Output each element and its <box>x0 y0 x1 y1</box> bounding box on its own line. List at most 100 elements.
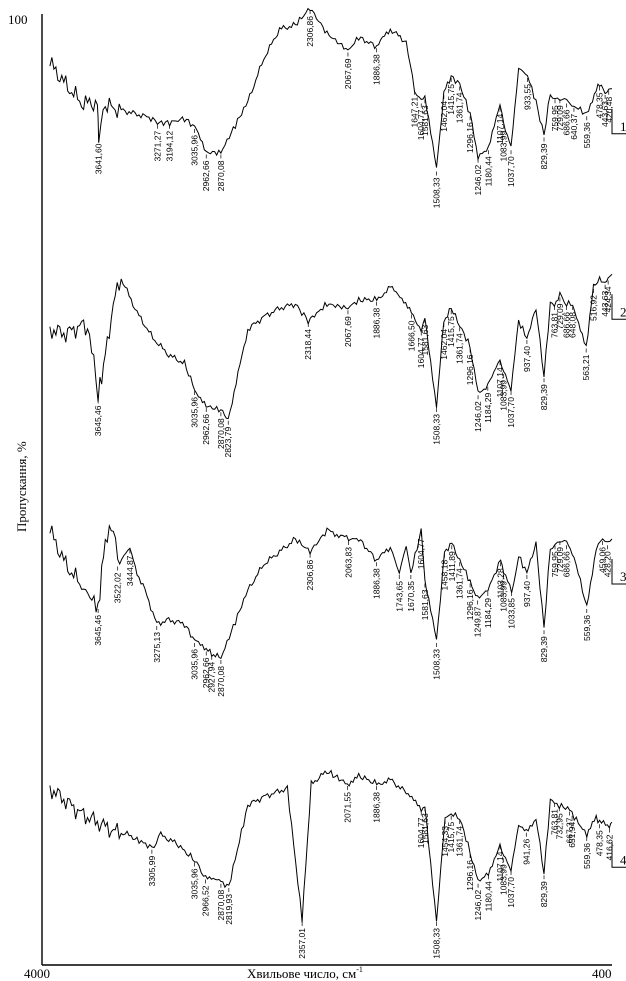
peak-label: 3035,96 <box>190 868 200 899</box>
peak-label: 829,39 <box>539 384 549 410</box>
peak-label: 1296,16 <box>465 354 475 385</box>
peak-label: 420,48 <box>604 97 614 123</box>
peak-label: 2071,55 <box>342 792 352 823</box>
spectrum-3-line <box>49 523 613 660</box>
spectrum-4-line <box>49 769 613 923</box>
peak-label: 1037,70 <box>506 877 516 908</box>
peak-label: 2962,66 <box>201 160 211 191</box>
peak-label: 3035,96 <box>190 135 200 166</box>
peak-label: 416,62 <box>604 834 614 860</box>
peak-label: 2966,52 <box>201 885 211 916</box>
peak-label: 2962,66 <box>201 657 211 688</box>
peak-label: 1886,38 <box>372 308 382 339</box>
peak-label: 937,40 <box>522 346 532 372</box>
peak-label: 1508,33 <box>432 649 442 680</box>
peak-label: 1743,65 <box>394 581 404 612</box>
peak-label: 2306,86 <box>305 16 315 47</box>
peak-label: 2870,08 <box>216 666 226 697</box>
peak-label: 1670,35 <box>406 581 416 612</box>
peak-label: 640,37 <box>569 114 579 140</box>
series-1-label: 1 <box>620 119 626 134</box>
spectrum-2-line <box>49 273 613 420</box>
peak-label: 2870,08 <box>216 418 226 449</box>
peak-label: 2819,93 <box>224 894 234 925</box>
x-axis-title-superscript: -1 <box>356 965 363 974</box>
series-4-bracket <box>611 842 626 868</box>
peak-label: 559,36 <box>582 615 592 641</box>
peak-label: 1886,38 <box>372 54 382 85</box>
peak-label: 1604,77 <box>416 109 426 140</box>
peak-label: 1107,14 <box>495 367 505 397</box>
peak-label: 763,81 <box>549 809 559 835</box>
peak-label: 1581,63 <box>420 589 430 620</box>
peak-label: 648,08 <box>568 312 578 338</box>
peak-label: 428,20 <box>603 551 613 577</box>
peak-label: 1184,29 <box>483 598 493 628</box>
peak-label: 3035,96 <box>190 649 200 680</box>
peak-label: 729,09 <box>555 303 565 329</box>
peak-label: 1581,63 <box>420 813 430 844</box>
peak-label: 1462,04 <box>439 101 449 132</box>
peak-label: 1180,44 <box>483 881 493 911</box>
peak-label: 941,26 <box>521 839 531 865</box>
peak-label: 1411,89 <box>447 551 457 581</box>
peak-label: 2927,94 <box>207 662 217 693</box>
peak-label: 2357,01 <box>297 928 307 959</box>
peak-label: 478,35 <box>595 830 605 856</box>
peak-label: 1462,04 <box>439 329 449 360</box>
peak-label: 1246,02 <box>473 165 483 196</box>
peak-label: 1604,77 <box>416 538 426 569</box>
peak-label: 1246,02 <box>473 401 483 432</box>
peak-label: 1604,77 <box>416 817 426 848</box>
series-2-label: 2 <box>620 304 626 319</box>
peak-label: 829,39 <box>539 636 549 662</box>
peak-label: 1508,33 <box>432 928 442 959</box>
peak-label: 1083,99 <box>499 380 509 411</box>
peak-label: 1296,16 <box>465 122 475 153</box>
y-axis-title: Пропускання, % <box>14 441 29 532</box>
peak-label: 1666,50 <box>407 320 417 351</box>
peak-label: 1107,14 <box>495 114 505 144</box>
peak-label: 3305,99 <box>147 856 157 887</box>
peak-label: 729,09 <box>555 105 565 131</box>
peak-label: 3035,96 <box>190 397 200 428</box>
peak-label: 563,21 <box>581 354 591 380</box>
series-3-bracket <box>611 559 626 585</box>
peak-label: 1083,99 <box>499 864 509 895</box>
peak-label: 686,66 <box>562 109 572 135</box>
peak-label: 1361,74 <box>455 568 465 599</box>
peak-label: 1508,33 <box>432 414 442 445</box>
peak-label: 686,66 <box>562 551 572 577</box>
peak-label: 686,66 <box>562 312 572 338</box>
peak-label: 1886,38 <box>372 792 382 823</box>
peak-label: 763,81 <box>549 312 559 338</box>
peak-label: 3275,13 <box>152 632 162 663</box>
peak-label: 2067,69 <box>343 316 353 347</box>
peak-label: 3444,87 <box>125 555 135 586</box>
peak-label: 3194,12 <box>165 131 175 162</box>
peak-label: 1886,38 <box>372 568 382 599</box>
peak-label: 759,95 <box>550 105 560 131</box>
peak-label: 1107,14 <box>495 851 505 881</box>
peak-label: 1647,21 <box>410 97 420 128</box>
series-1-bracket <box>611 108 626 135</box>
peak-label: 937,40 <box>522 581 532 607</box>
peak-label: 1581,63 <box>420 105 430 136</box>
peak-label: 1037,70 <box>506 156 516 187</box>
peak-label: 2063,83 <box>344 547 354 578</box>
peak-label: 1184,29 <box>483 393 493 423</box>
peak-label: 1296,16 <box>465 860 475 891</box>
peak-label: 559,36 <box>582 843 592 869</box>
peak-label: 1581,63 <box>420 325 430 356</box>
peak-label: 1083,99 <box>499 131 509 162</box>
peak-label: 3645,46 <box>93 405 103 436</box>
peak-label: 1604,77 <box>416 337 426 368</box>
peak-label: 3271,27 <box>152 131 162 162</box>
peak-label: 1508,33 <box>432 177 442 208</box>
peak-label: 424,34 <box>603 286 613 312</box>
peak-label: 1415,75 <box>446 822 456 853</box>
peak-label: 3645,46 <box>93 615 103 646</box>
peak-label: 2318,44 <box>303 329 313 360</box>
peak-label: 516,92 <box>589 295 599 321</box>
